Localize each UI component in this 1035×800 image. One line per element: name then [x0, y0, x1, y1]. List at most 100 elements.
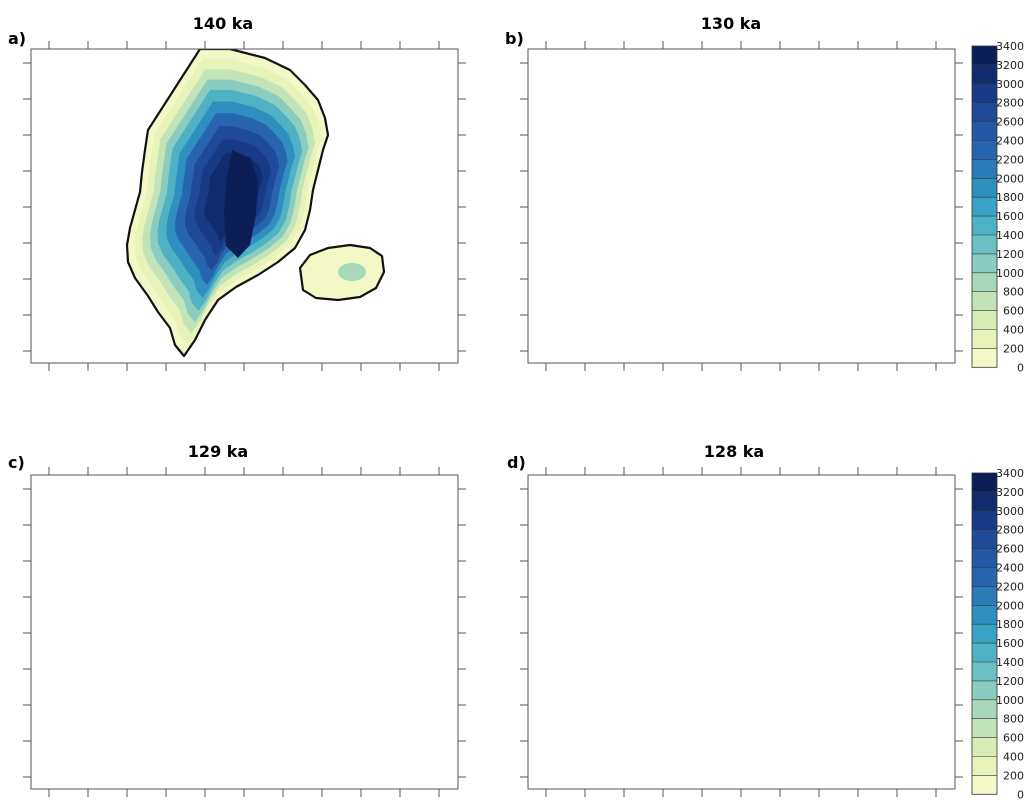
colorbar-tick-label: 1400	[996, 229, 1024, 242]
colorbar-swatch	[972, 699, 997, 719]
ice-dome-fill	[721, 150, 755, 258]
colorbar-swatch	[972, 178, 997, 198]
ice-dome-fill	[224, 150, 258, 258]
island-coastline	[812, 256, 878, 294]
colorbar-tick-label: 800	[1003, 286, 1024, 299]
ice-contour-fill	[682, 126, 776, 270]
ice-contour-fill	[689, 563, 769, 686]
colorbar-tick-label: 1200	[996, 675, 1024, 688]
ice-contour-fill	[624, 49, 825, 356]
ice-contour-fill	[672, 113, 785, 285]
colorbar-tick-label: 3200	[996, 59, 1024, 72]
colorbar-swatch	[972, 348, 997, 368]
colorbar: 3400320030002800260024002200200018001600…	[971, 40, 1024, 374]
ice-contour-fill	[192, 563, 272, 686]
colorbar-tick-label: 3400	[996, 40, 1024, 53]
colorbar-swatch	[972, 624, 997, 644]
colorbar-swatch	[972, 216, 997, 235]
ice-contour-fill	[652, 513, 801, 740]
colorbar-tick-label: 2200	[996, 153, 1024, 166]
colorbar-tick-label: 1600	[996, 637, 1024, 650]
ice-contour-fill	[699, 576, 761, 671]
panel-title: 140 ka	[193, 14, 253, 33]
ice-contour-fill	[164, 525, 297, 728]
colorbar-tick-label: 2600	[996, 543, 1024, 556]
colorbar-swatch	[972, 473, 997, 492]
colorbar-swatch	[972, 491, 997, 511]
colorbar-tick-label: 200	[1003, 769, 1024, 782]
colorbar-swatch	[972, 510, 997, 530]
island-coastline	[315, 682, 381, 720]
island-coastline	[812, 682, 878, 720]
colorbar-tick-label: 1400	[996, 656, 1024, 669]
colorbar-swatch	[972, 197, 997, 217]
island-ice-patch	[838, 265, 858, 279]
colorbar-swatch	[972, 586, 997, 606]
colorbar-tick-label: 2800	[996, 97, 1024, 110]
colorbar-swatch	[972, 662, 997, 681]
panel-letter: b)	[505, 29, 524, 48]
colorbar-swatch	[972, 548, 997, 568]
colorbar-swatch	[972, 756, 997, 776]
colorbar-swatch	[972, 718, 997, 738]
ice-contour-fill	[637, 493, 814, 763]
ice-dome-fill	[224, 576, 258, 684]
colorbar-swatch	[972, 310, 997, 330]
colorbar-tick-label: 3000	[996, 505, 1024, 518]
colorbar-tick-label: 800	[1003, 713, 1024, 726]
map-panel-129-ka: 129 ka c)	[8, 442, 466, 797]
coastline	[125, 49, 330, 358]
panel-title: 129 ka	[188, 442, 248, 461]
colorbar-tick-label: 1600	[996, 210, 1024, 223]
colorbar-tick-label: 1800	[996, 191, 1024, 204]
ice-thickness-field	[624, 49, 878, 356]
ice-thickness-field	[125, 49, 386, 358]
ice-contour-fill	[202, 576, 264, 671]
colorbar-swatch	[972, 775, 997, 795]
colorbar-tick-label: 0	[1017, 788, 1024, 800]
panel-letter: c)	[8, 453, 25, 472]
colorbar-tick-label: 600	[1003, 732, 1024, 745]
ice-contour-fill	[655, 90, 800, 311]
colorbar-swatch	[972, 64, 997, 84]
colorbar-swatch	[972, 121, 997, 141]
map-frame	[527, 48, 956, 364]
colorbar-swatch	[972, 83, 997, 103]
island-ice-patch	[338, 263, 366, 281]
panel-title: 128 ka	[704, 442, 764, 461]
colorbar-tick-label: 1200	[996, 248, 1024, 261]
colorbar-tick-label: 3400	[996, 467, 1024, 480]
ice-contour-fill	[183, 549, 281, 699]
map-frame	[527, 474, 956, 790]
colorbar-tick-label: 400	[1003, 751, 1024, 764]
colorbar-tick-label: 2200	[996, 580, 1024, 593]
ice-contour-fill	[680, 549, 778, 699]
colorbar-swatch	[972, 140, 997, 160]
colorbar-swatch	[972, 529, 997, 549]
colorbar-swatch	[972, 737, 997, 757]
colorbar-swatch	[972, 643, 997, 662]
ice-thickness-field	[624, 475, 878, 782]
colorbar-tick-label: 400	[1003, 324, 1024, 337]
colorbar-swatch	[972, 159, 997, 179]
colorbar-swatch	[972, 272, 997, 292]
colorbar-tick-label: 2000	[996, 172, 1024, 185]
colorbar-tick-label: 3200	[996, 486, 1024, 499]
colorbar-swatch	[972, 680, 997, 700]
ice-contour-fill	[148, 503, 311, 752]
ice-contour-fill	[132, 482, 323, 774]
ice-contour-fill	[127, 475, 328, 782]
island-fill	[315, 682, 381, 720]
ice-contour-fill	[632, 59, 819, 345]
colorbar-tick-label: 600	[1003, 305, 1024, 318]
colorbar-swatch	[972, 235, 997, 254]
ice-contour-fill	[661, 525, 794, 728]
colorbar-tick-label: 1000	[996, 694, 1024, 707]
colorbar-swatch	[972, 567, 997, 587]
map-panel-130-ka: 130 ka b)	[505, 14, 963, 371]
colorbar-tick-label: 2400	[996, 562, 1024, 575]
ice-contour-fill	[624, 475, 825, 782]
colorbar-swatch	[972, 329, 997, 349]
colorbar-tick-label: 1000	[996, 267, 1024, 280]
colorbar-swatch	[972, 253, 997, 273]
